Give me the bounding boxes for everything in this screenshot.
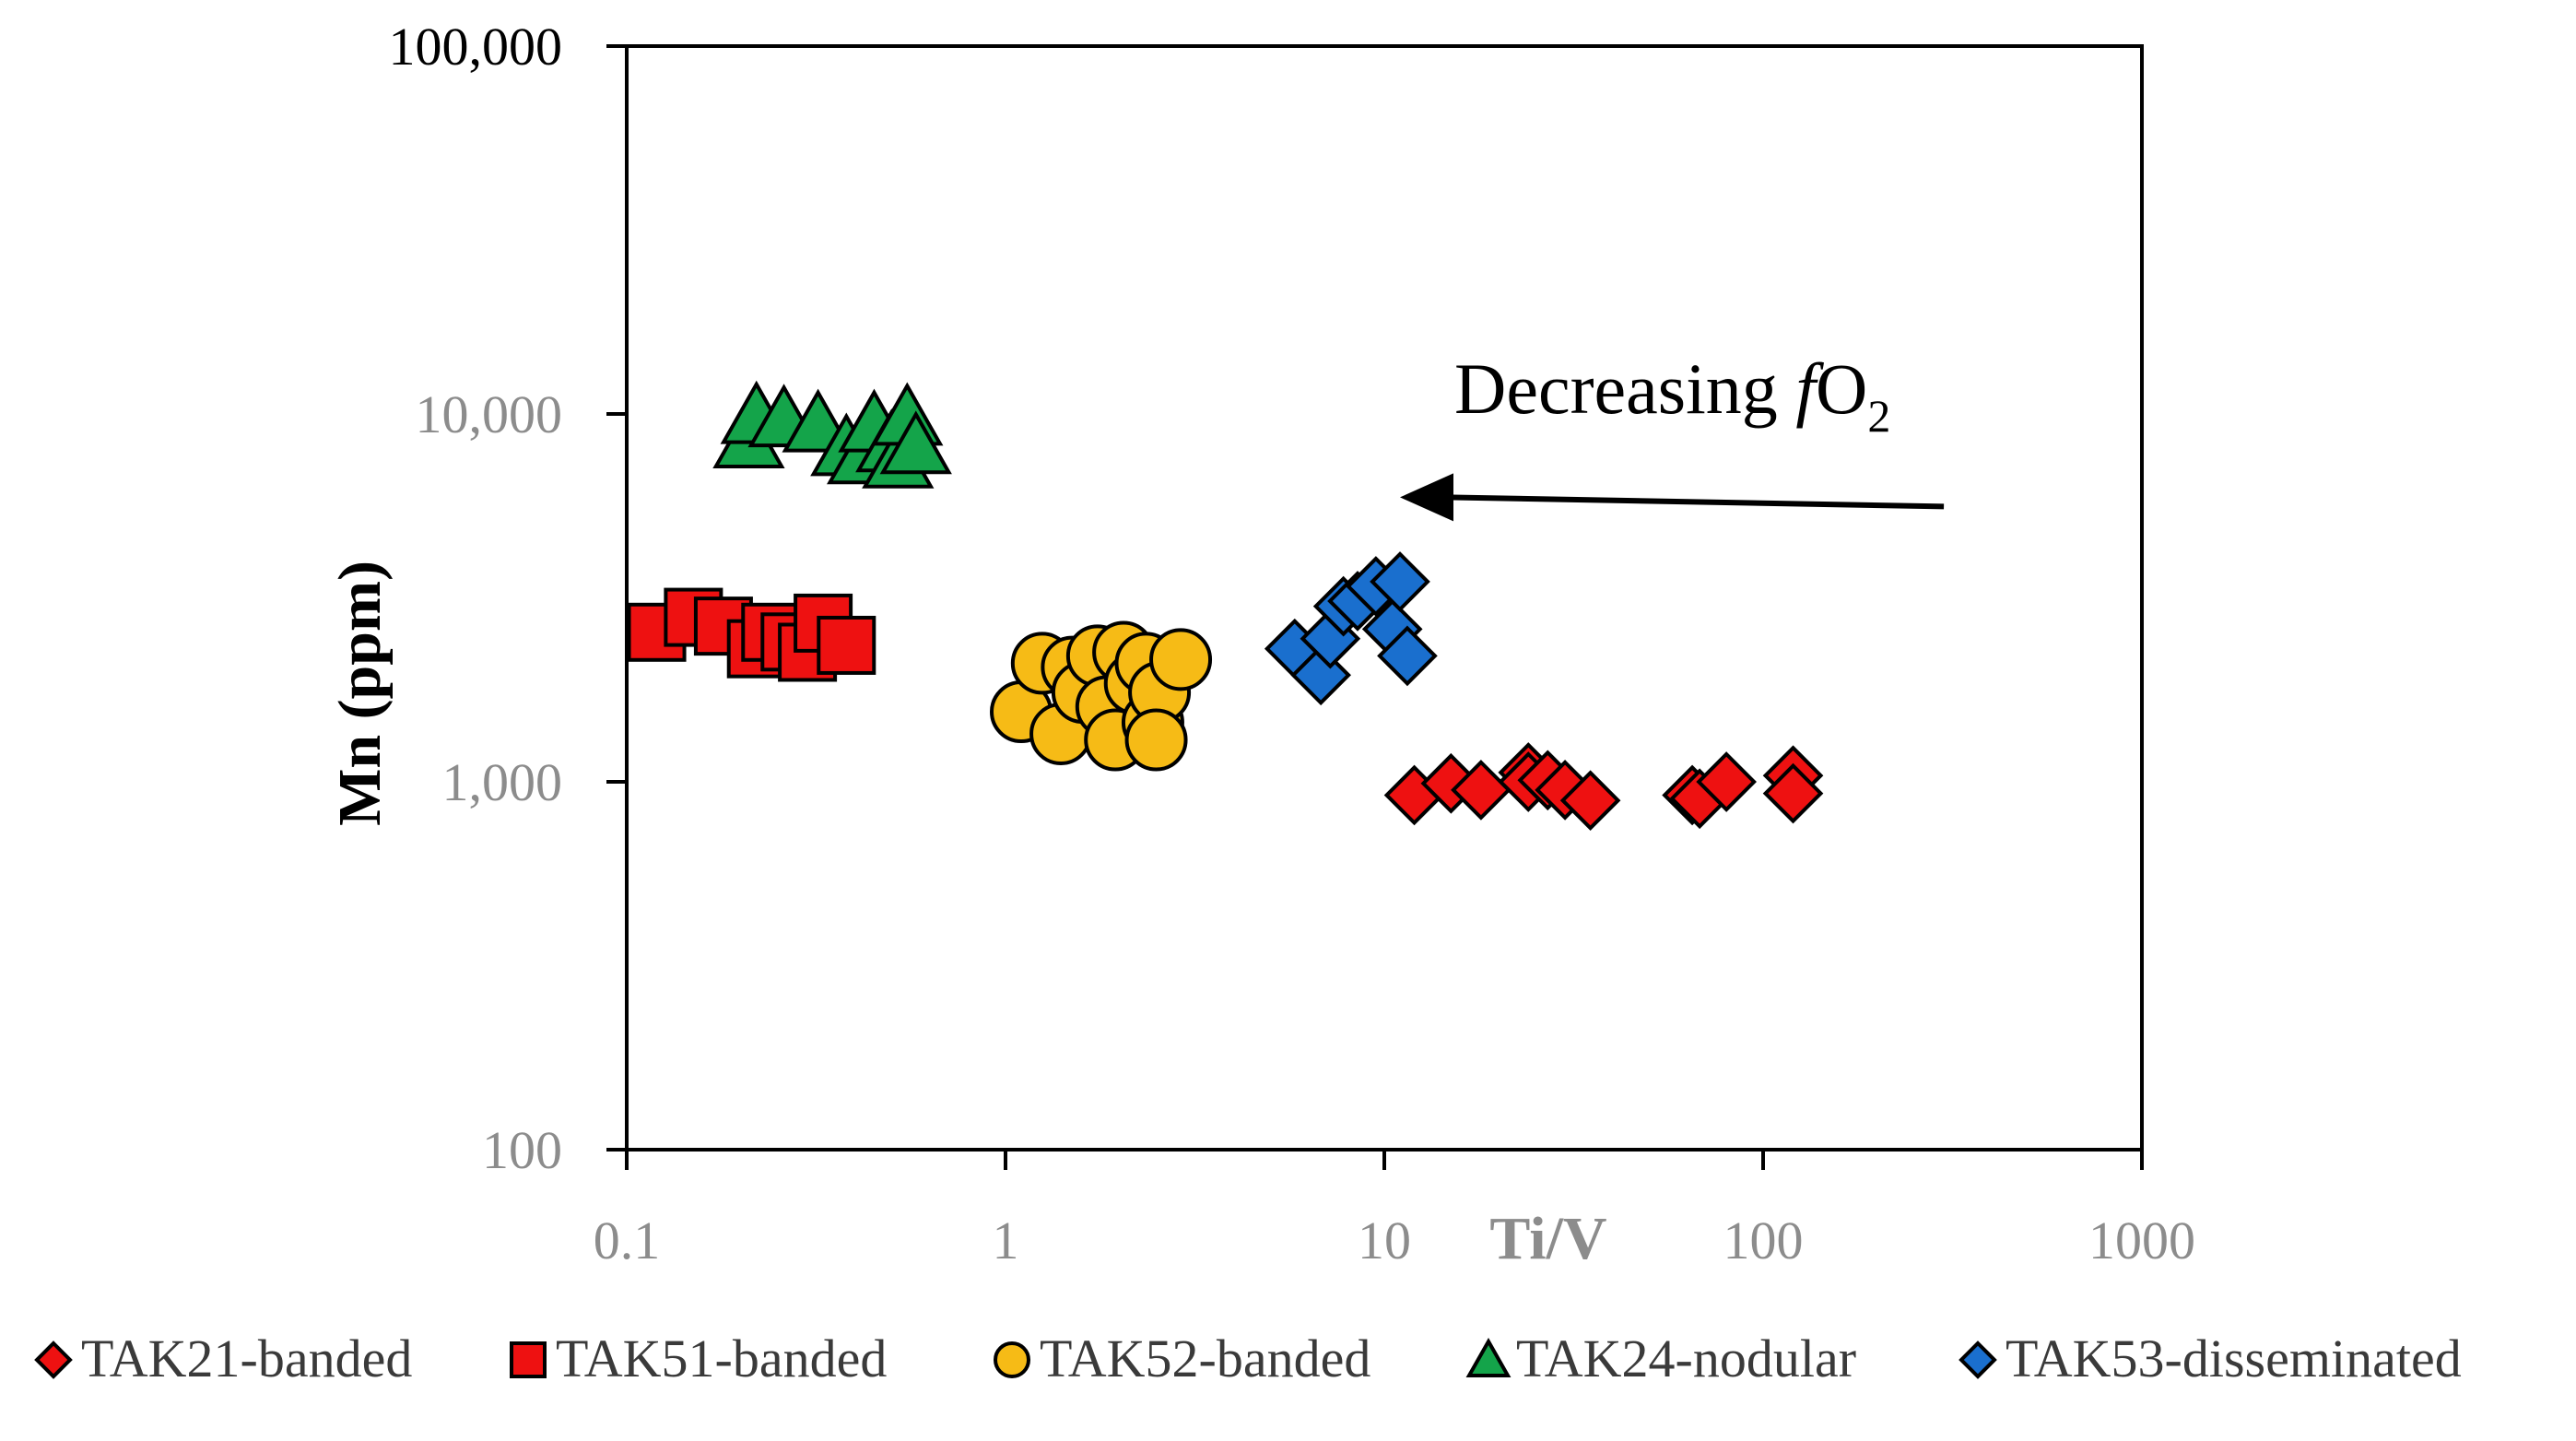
point-TAK51-banded: [817, 615, 876, 675]
x-tick-label: 100: [1723, 1211, 1804, 1270]
x-tick-label: 10: [1358, 1211, 1411, 1270]
y-tick-label: 100: [482, 1120, 562, 1180]
decreasing-fo2-annotation: Decreasing fO2: [1400, 348, 1945, 522]
legend: TAK21-banded TAK51-banded TAK52-banded TAK2…: [34, 1329, 2462, 1388]
legend-marker-TAK52-banded: [994, 1341, 1030, 1378]
legend-label: TAK52-banded: [1040, 1329, 1370, 1388]
point-TAK21-banded: [1696, 751, 1757, 812]
legend-label: TAK24-nodular: [1516, 1329, 1856, 1388]
x-tick-label: 1: [993, 1211, 1019, 1270]
data-points: [627, 380, 1824, 832]
legend-marker-TAK53-disseminated: [1958, 1341, 1997, 1379]
y-tick-label: 100,000: [389, 17, 563, 77]
point-TAK24-nodular: [879, 410, 952, 475]
point-TAK52-banded: [1149, 628, 1213, 691]
point-TAK21-banded: [1762, 762, 1824, 824]
legend-marker-TAK24-nodular: [1465, 1337, 1511, 1377]
point-TAK53-disseminated: [1370, 551, 1430, 612]
y-axis-ticks: 100 1,000 10,000 100,000: [389, 17, 627, 1180]
arrow-head: [1400, 473, 1454, 522]
legend-label: TAK51-banded: [556, 1329, 887, 1388]
legend-marker-TAK51-banded: [510, 1341, 547, 1378]
x-tick-label: 0.1: [594, 1211, 661, 1270]
x-axis-title: Ti/V: [1489, 1205, 1606, 1272]
legend-label: TAK53-disseminated: [2006, 1329, 2462, 1388]
x-axis-ticks: 0.1 1 10 100 1000: [594, 1150, 2195, 1270]
y-tick-label: 1,000: [442, 752, 563, 812]
legend-marker-TAK21-banded: [34, 1341, 73, 1379]
point-TAK53-disseminated: [1377, 625, 1438, 687]
arrow-line: [1445, 494, 1945, 510]
point-TAK52-banded: [1124, 708, 1188, 772]
y-tick-label: 10,000: [416, 384, 563, 444]
y-axis-title: Mn (ppm): [326, 561, 394, 826]
annotation-text: Decreasing fO2: [1454, 348, 1890, 442]
x-tick-label: 1000: [2088, 1211, 2195, 1270]
point-TAK21-banded: [1559, 770, 1621, 832]
legend-label: TAK21-banded: [81, 1329, 412, 1388]
